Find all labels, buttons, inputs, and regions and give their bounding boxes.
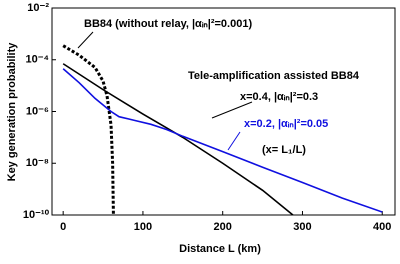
line-series (62, 44, 115, 215)
line-series (62, 63, 294, 215)
series-label: BB84 (without relay, |αᵢₙ|²=0.001) (84, 18, 252, 30)
series-label: x=0.2, |αᵢₙ|²=0.05 (244, 118, 328, 130)
x-tick-label: 200 (214, 221, 232, 233)
y-tick-label: 10⁻⁶ (26, 105, 49, 117)
y-tick-label: 10⁻⁴ (26, 54, 49, 66)
y-tick-label: 10⁻¹⁰ (23, 209, 50, 221)
y-axis-label: Key generation probability (6, 42, 18, 182)
arrow (211, 101, 253, 119)
x-tick-label: 300 (293, 221, 311, 233)
annotation: (x= L₁/L) (262, 144, 306, 156)
line-series (62, 68, 383, 213)
y-tick-label: 10⁻⁸ (26, 157, 49, 169)
x-tick-label: 400 (373, 221, 391, 233)
plot-frame (51, 7, 396, 216)
x-tick-label: 100 (134, 221, 152, 233)
annotation: Tele-amplification assisted BB84 (188, 70, 360, 82)
arrow (77, 31, 94, 49)
x-tick-label: 0 (60, 221, 66, 233)
y-tick-label: 10⁻² (27, 2, 49, 14)
arrow (227, 131, 241, 151)
series-label: x=0.4, |αᵢₙ|²=0.3 (240, 91, 318, 103)
x-axis-label: Distance L (km) (179, 243, 261, 255)
